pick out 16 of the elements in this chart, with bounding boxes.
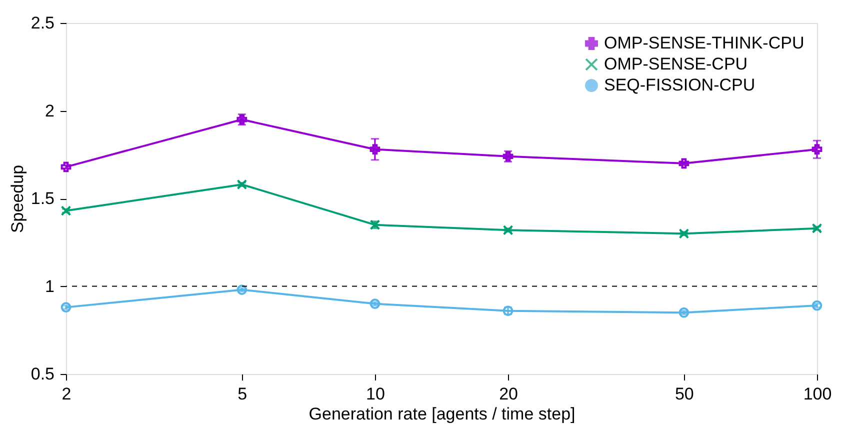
y-axis-title: Speedup [8,164,27,234]
x-tick-label: 20 [499,384,518,404]
y-tick-label: 2 [45,101,54,120]
x-tick-label: 100 [803,384,832,404]
x-tick-label: 50 [674,384,694,404]
y-tick-label: 2.5 [30,14,54,32]
legend-label: OMP-SENSE-THINK-CPU [604,34,804,52]
legend-label: OMP-SENSE-CPU [604,54,748,74]
x-tick-label: 5 [238,384,248,404]
legend-label: SEQ-FISSION-CPU [604,76,756,94]
x-tick-label: 2 [62,384,72,404]
y-tick-label: 0.5 [30,364,54,384]
x-axis-title: Generation rate [agents / time step] [308,404,576,424]
y-tick-label: 1 [45,276,54,296]
y-tick-label: 1.5 [30,189,54,208]
x-tick-label: 10 [366,384,385,404]
